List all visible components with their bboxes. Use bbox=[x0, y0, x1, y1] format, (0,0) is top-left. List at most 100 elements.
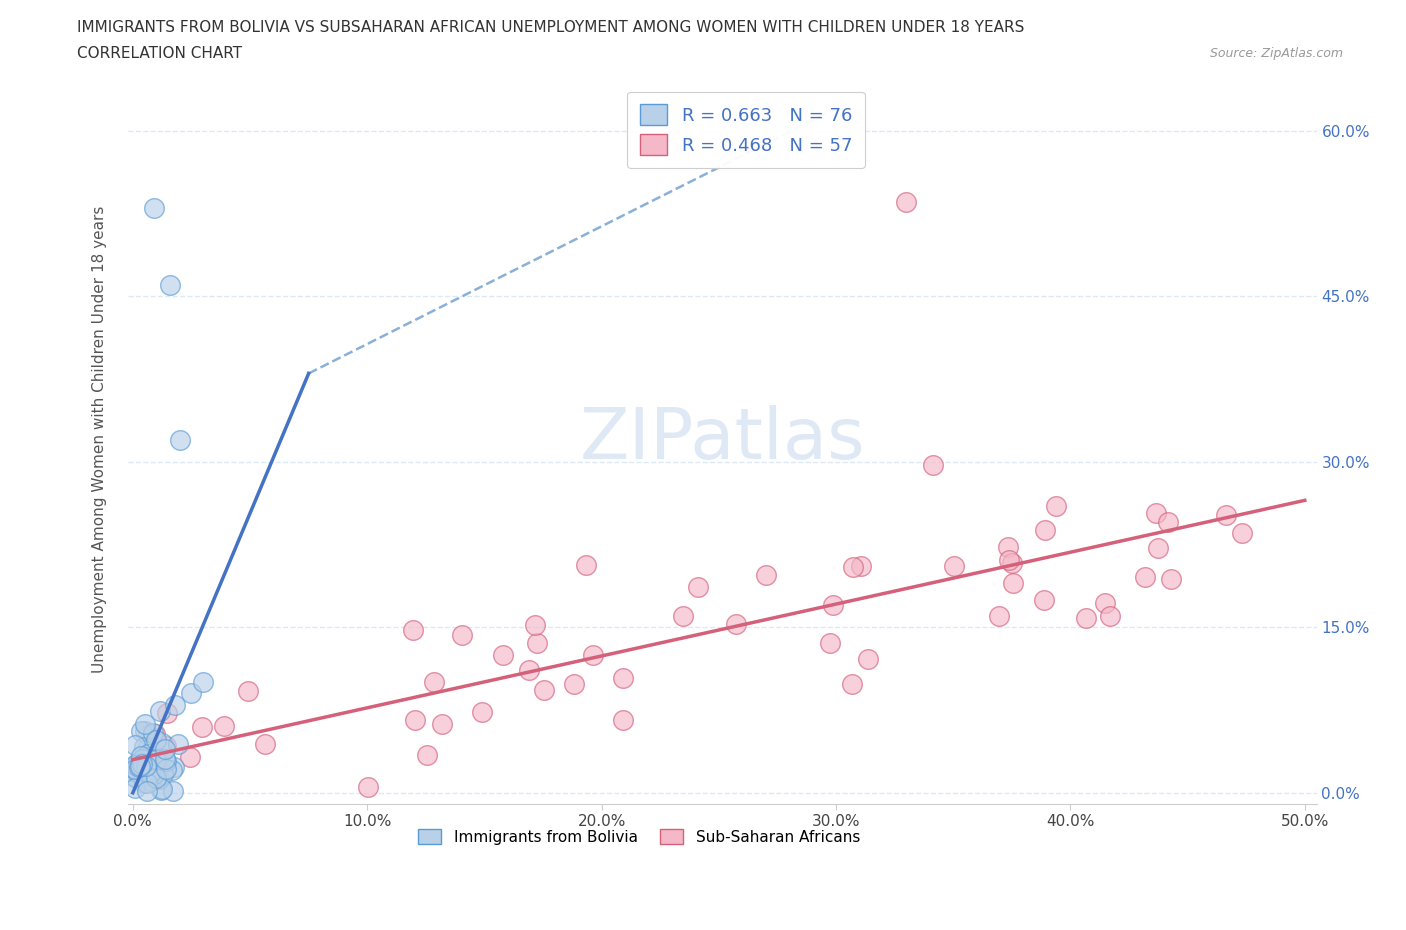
Point bbox=[612, 671, 634, 685]
Point bbox=[145, 733, 167, 748]
Point bbox=[533, 683, 555, 698]
Point bbox=[149, 703, 172, 718]
Point bbox=[254, 737, 277, 751]
Y-axis label: Unemployment Among Women with Children Under 18 years: Unemployment Among Women with Children U… bbox=[93, 206, 107, 673]
Point bbox=[134, 750, 156, 764]
Point bbox=[1001, 576, 1024, 591]
Point bbox=[997, 540, 1019, 555]
Point bbox=[562, 676, 585, 691]
Point bbox=[145, 764, 167, 779]
Point bbox=[128, 760, 150, 775]
Point bbox=[214, 718, 236, 733]
Text: CORRELATION CHART: CORRELATION CHART bbox=[77, 46, 242, 61]
Point bbox=[134, 724, 156, 738]
Point bbox=[987, 609, 1010, 624]
Point bbox=[128, 759, 150, 774]
Point bbox=[517, 663, 540, 678]
Point bbox=[138, 762, 160, 777]
Point bbox=[124, 762, 146, 777]
Point bbox=[125, 765, 148, 780]
Point bbox=[124, 769, 146, 784]
Point bbox=[1033, 592, 1056, 607]
Point bbox=[356, 780, 378, 795]
Point bbox=[858, 652, 880, 667]
Point bbox=[124, 769, 146, 784]
Point bbox=[1144, 506, 1167, 521]
Point bbox=[851, 559, 873, 574]
Point bbox=[818, 635, 841, 650]
Point bbox=[152, 766, 174, 781]
Point bbox=[124, 758, 146, 773]
Point bbox=[142, 201, 165, 216]
Point bbox=[921, 458, 943, 472]
Point bbox=[471, 705, 494, 720]
Point bbox=[191, 720, 214, 735]
Point bbox=[131, 749, 153, 764]
Point bbox=[145, 752, 167, 767]
Point bbox=[124, 737, 146, 752]
Point bbox=[132, 755, 155, 770]
Point bbox=[492, 648, 515, 663]
Point bbox=[166, 737, 188, 751]
Point bbox=[136, 740, 159, 755]
Point bbox=[1157, 514, 1180, 529]
Point bbox=[155, 754, 177, 769]
Point bbox=[124, 780, 146, 795]
Point bbox=[404, 712, 426, 727]
Point bbox=[163, 760, 186, 775]
Point bbox=[575, 558, 598, 573]
Point bbox=[141, 773, 163, 788]
Point bbox=[142, 725, 165, 740]
Point bbox=[1160, 571, 1182, 586]
Point bbox=[136, 783, 159, 798]
Point bbox=[153, 751, 176, 766]
Point bbox=[526, 635, 548, 650]
Point bbox=[163, 698, 186, 712]
Point bbox=[159, 278, 181, 293]
Point bbox=[155, 738, 177, 753]
Point bbox=[238, 684, 260, 698]
Point bbox=[136, 747, 159, 762]
Point bbox=[179, 750, 201, 764]
Point bbox=[131, 756, 153, 771]
Point bbox=[148, 768, 170, 783]
Point bbox=[148, 772, 170, 787]
Point bbox=[160, 763, 183, 777]
Point bbox=[821, 597, 844, 612]
Point bbox=[943, 558, 966, 573]
Point bbox=[1045, 498, 1067, 513]
Point bbox=[129, 724, 152, 738]
Point bbox=[180, 686, 202, 701]
Text: IMMIGRANTS FROM BOLIVIA VS SUBSAHARAN AFRICAN UNEMPLOYMENT AMONG WOMEN WITH CHIL: IMMIGRANTS FROM BOLIVIA VS SUBSAHARAN AF… bbox=[77, 20, 1025, 35]
Point bbox=[127, 756, 149, 771]
Point bbox=[1230, 525, 1253, 540]
Point bbox=[155, 762, 177, 777]
Legend: Immigrants from Bolivia, Sub-Saharan Africans: Immigrants from Bolivia, Sub-Saharan Afr… bbox=[412, 823, 866, 851]
Point bbox=[136, 728, 159, 743]
Point bbox=[136, 776, 159, 790]
Point bbox=[132, 769, 155, 784]
Point bbox=[149, 782, 172, 797]
Point bbox=[128, 756, 150, 771]
Point bbox=[135, 758, 157, 773]
Point bbox=[132, 739, 155, 754]
Point bbox=[432, 717, 454, 732]
Point bbox=[143, 763, 166, 777]
Point bbox=[143, 726, 166, 741]
Point bbox=[896, 195, 918, 210]
Point bbox=[415, 747, 437, 762]
Point bbox=[143, 759, 166, 774]
Point bbox=[1146, 540, 1168, 555]
Point bbox=[686, 579, 709, 594]
Point bbox=[672, 608, 695, 623]
Point bbox=[156, 706, 179, 721]
Point bbox=[134, 716, 156, 731]
Point bbox=[193, 675, 215, 690]
Point bbox=[1074, 611, 1097, 626]
Point bbox=[1001, 556, 1024, 571]
Point bbox=[150, 782, 173, 797]
Point bbox=[169, 432, 191, 447]
Point bbox=[155, 741, 177, 756]
Point bbox=[152, 736, 174, 751]
Point bbox=[524, 618, 547, 633]
